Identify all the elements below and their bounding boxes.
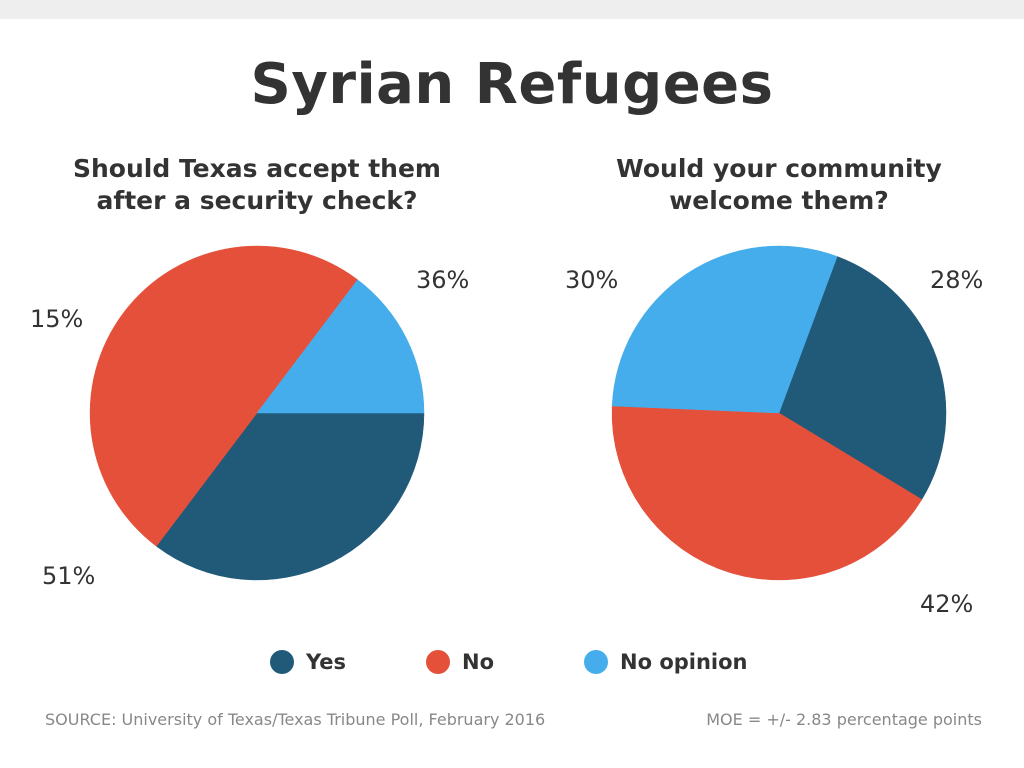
page-title: Syrian Refugees: [250, 52, 774, 117]
chart-1-title-line-2: after a security check?: [96, 186, 418, 215]
pie-1-slice-yes: [156, 412, 425, 581]
pie-2-label-yes: 28%: [930, 266, 984, 294]
pie-1-label-no-opinion: 15%: [30, 305, 84, 333]
legend-swatch-no: [426, 650, 450, 674]
legend-item-no: No: [426, 650, 538, 674]
pie-2-slice-no-opinion: [611, 245, 838, 414]
pie-1-slice-no: [89, 245, 358, 547]
legend-swatch-no-opinion: [584, 650, 608, 674]
legend-label-yes: Yes: [306, 650, 347, 674]
pie-chart-welcome: [611, 245, 947, 581]
legend-item-no-opinion: No opinion: [584, 650, 754, 674]
legend-swatch-yes: [270, 650, 294, 674]
chart-2-title-line-1: Would your community: [616, 154, 942, 183]
pie-1-slice-no-opinion: [256, 279, 425, 414]
legend-label-no: No: [462, 650, 495, 674]
pie-1-label-no: 51%: [42, 562, 96, 590]
legend-label-no-opinion: No opinion: [620, 650, 748, 674]
pie-2-label-no: 42%: [920, 590, 974, 618]
pie-2-slice-yes: [778, 256, 947, 500]
pie-chart-accept: [89, 245, 425, 581]
footer-moe: MOE = +/- 2.83 percentage points: [706, 710, 982, 729]
chart-1-title-line-1: Should Texas accept them: [73, 154, 441, 183]
footer-source: SOURCE: University of Texas/Texas Tribun…: [45, 710, 546, 729]
top-bar: [0, 0, 1024, 19]
legend: Yes No No opinion: [0, 647, 1024, 677]
pie-2-label-no-opinion: 30%: [565, 266, 619, 294]
chart-2-title-line-2: welcome them?: [669, 186, 889, 215]
chart-1-title: Should Texas accept them after a securit…: [47, 153, 467, 217]
chart-2-title: Would your community welcome them?: [569, 153, 989, 217]
pie-2-slice-no: [611, 405, 923, 581]
pie-1-label-yes: 36%: [416, 266, 470, 294]
legend-item-yes: Yes: [270, 650, 380, 674]
